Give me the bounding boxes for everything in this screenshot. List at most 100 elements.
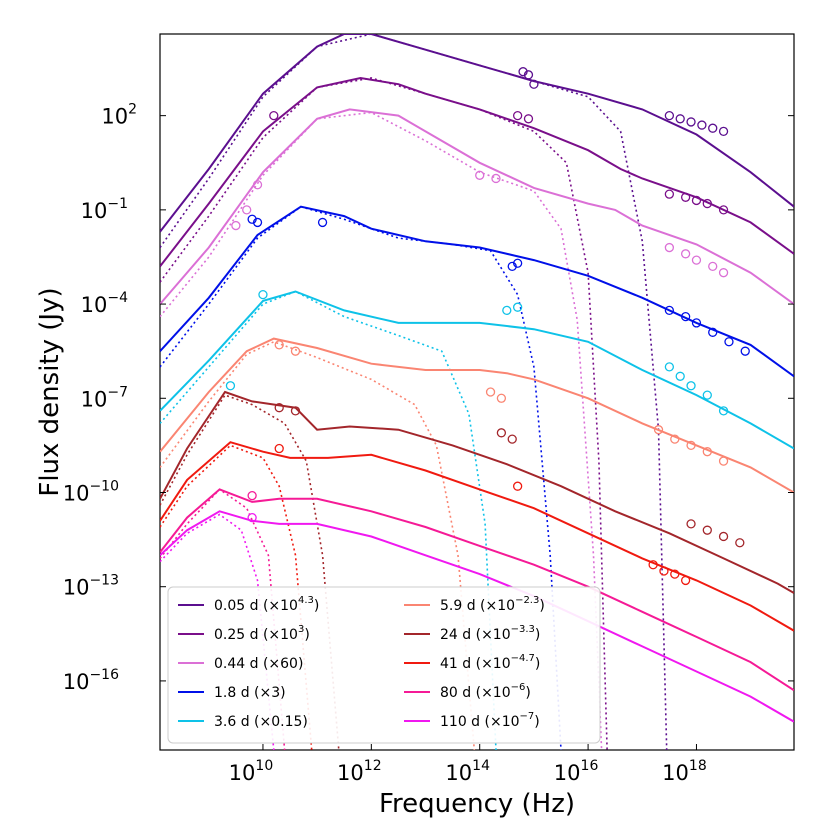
data-point [231,220,241,231]
legend-entry: 3.6 d (×0.15) [214,714,308,730]
data-point [718,268,729,278]
data-point [659,566,669,576]
data-point [523,70,534,80]
data-point [512,302,523,312]
data-point [274,403,284,413]
data-point [523,114,534,124]
data-point [648,560,658,570]
y-tick-label: 102 [101,102,137,129]
legend-scale-exponent: 3 [298,624,304,635]
x-tick-label: 1012 [337,758,382,785]
data-point [691,195,702,206]
series-5 [160,337,794,750]
legend-entry: 41 d (×10−4.7) [440,653,540,672]
data-point [247,512,257,523]
data-point [670,434,680,444]
data-point [718,126,729,137]
data-point [290,346,301,356]
series-line [160,390,794,594]
data-point [702,390,712,400]
x-tick-exponent: 12 [364,758,382,774]
data-point [664,362,675,372]
data-point [702,198,712,209]
legend-close: ) [539,598,544,614]
legend-scale-exponent: −4.7 [511,653,535,664]
data-point [491,173,501,184]
data-point [252,217,263,228]
legend-name: 0.25 d ( [214,627,268,643]
data-point [708,327,718,337]
y-axis-label: Flux density (Jy) [35,287,65,496]
legend-name: 3.6 d ( [214,714,260,730]
data-point [496,428,507,438]
data-point [691,318,702,328]
series-dotted-line [160,290,497,750]
series-0 [160,34,794,750]
data-point [735,538,745,548]
data-point [269,110,279,121]
legend-close: ) [535,627,540,643]
legend-entry: 80 d (×10−6) [440,682,531,701]
legend-close: ) [298,656,303,672]
data-point [258,289,268,300]
series-line [160,488,794,692]
series-4 [160,289,794,750]
series-line [160,34,794,233]
data-point [252,180,263,190]
legend-scale-exponent: −6 [511,682,526,693]
legend-close: ) [535,656,540,672]
legend-close: ) [525,685,530,701]
data-point [518,67,528,77]
series-dotted-line [160,488,286,750]
legend-close: ) [314,598,319,614]
series-dotted-line [160,444,313,750]
data-point [670,569,680,579]
data-point [675,114,685,124]
legend-name: 1.8 d ( [214,685,260,701]
data-point [664,110,675,121]
data-point [529,79,539,89]
data-point [680,192,691,202]
data-point [664,242,675,253]
x-tick-label: 1016 [554,758,599,785]
legend-scale: ×10 [490,714,520,730]
data-point [274,443,284,454]
legend-name: 80 d ( [440,685,481,701]
legend-close: ) [280,685,285,701]
legend-box [167,586,601,744]
x-tick-label: 1018 [662,758,707,785]
series-7 [160,441,794,750]
series-2 [160,108,794,750]
data-point [502,305,512,316]
y-tick-exponent: −1 [107,196,128,212]
legend-entry: 0.05 d (×104.3) [214,595,319,614]
legend-entry: 0.44 d (×60) [214,656,303,672]
legend-scale: ×10 [268,627,298,643]
data-point [664,305,675,316]
data-point [317,217,328,228]
data-point [512,110,523,121]
y-tick-label: 10−16 [63,667,119,694]
data-point [225,381,236,391]
legend-entry: 110 d (×10−7) [440,711,540,730]
y-tick-label: 10−7 [81,384,128,411]
series-line [160,108,794,305]
data-point [247,490,257,501]
series-1 [160,76,794,750]
legend-entry: 5.9 d (×10−2.3) [440,595,545,614]
series-dotted-line [160,513,275,750]
data-point [680,575,691,586]
data-point [708,261,718,272]
series-dotted-line [160,394,340,750]
data-point [718,456,729,466]
legend-entry: 24 d (×10−3.3) [440,624,540,643]
data-point [708,123,718,133]
data-point [680,249,691,259]
legend-scale-exponent: 4.3 [298,595,314,606]
data-point [686,440,696,451]
data-point [675,371,685,381]
data-point [718,531,729,542]
series-line [160,290,794,450]
legend-scale: ×3 [260,685,281,701]
legend-name: 0.44 d ( [214,656,268,672]
